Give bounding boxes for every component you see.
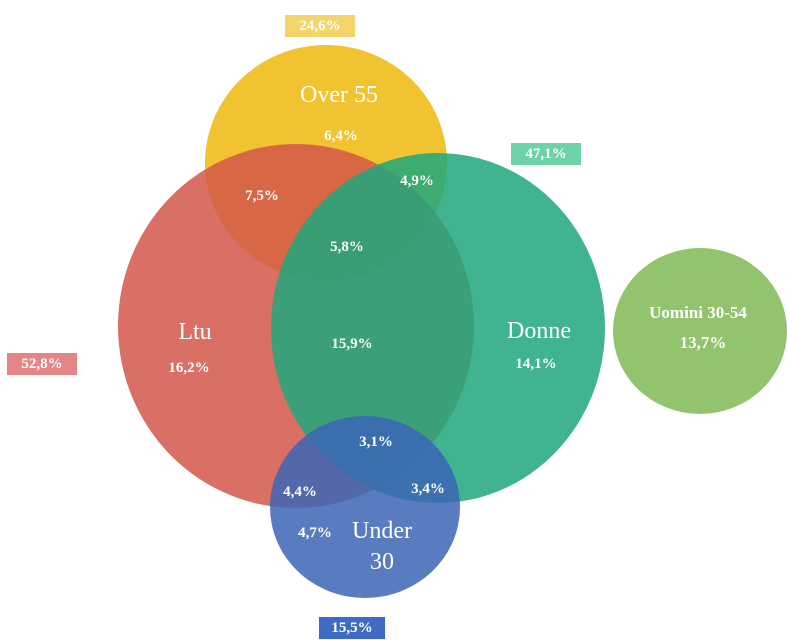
- value-ltu-under-30: 4,4%: [283, 484, 317, 500]
- value-ltu-donne-under-30: 3,1%: [359, 434, 393, 450]
- label-under-30-line2: 30: [370, 549, 394, 575]
- value-over-55-only: 6,4%: [324, 128, 358, 144]
- label-ltu: Ltu: [178, 319, 211, 345]
- value-donne-over-55: 4,9%: [400, 173, 434, 189]
- value-donne-under-30: 3,4%: [411, 481, 445, 497]
- total-tag-ltu: 52,8%: [7, 353, 77, 375]
- circle-donne: [271, 153, 605, 503]
- label-uomini-30-54: Uomini 30-54: [649, 303, 747, 322]
- label-under-30-line1: Under: [352, 518, 412, 544]
- circle-uomini-30-54: [613, 248, 787, 414]
- value-donne-only: 14,1%: [515, 356, 556, 372]
- value-uomini-30-54: 13,7%: [680, 333, 727, 352]
- label-over-55: Over 55: [300, 82, 378, 108]
- value-ltu-over-55: 7,5%: [245, 188, 279, 204]
- total-tag-under-30: 15,5%: [319, 617, 385, 639]
- value-under-30-only: 4,7%: [298, 525, 332, 541]
- value-ltu-donne: 15,9%: [331, 336, 372, 352]
- circle-under-30: [270, 416, 460, 598]
- value-ltu-donne-over-55: 5,8%: [330, 239, 364, 255]
- total-tag-over-55: 24,6%: [285, 15, 355, 37]
- label-donne: Donne: [507, 318, 571, 344]
- value-ltu-only: 16,2%: [168, 360, 209, 376]
- total-tag-donne: 47,1%: [511, 143, 581, 165]
